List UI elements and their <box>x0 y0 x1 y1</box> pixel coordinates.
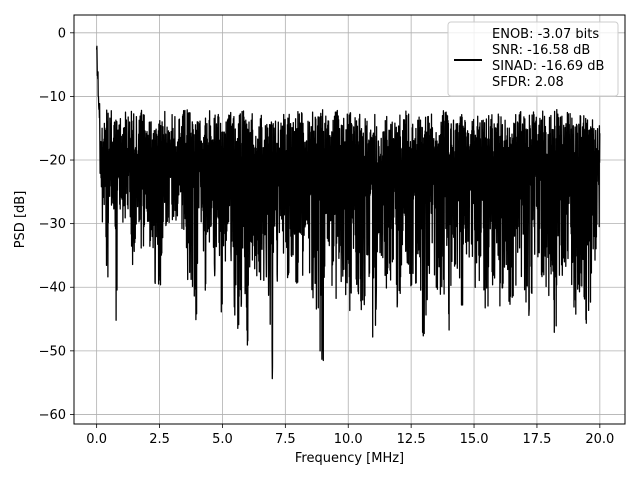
x-tick-label: 5.0 <box>212 432 233 447</box>
x-tick-label: 10.0 <box>334 432 363 447</box>
legend-snr: SNR: -16.58 dB <box>492 43 590 58</box>
y-tick-label: −60 <box>39 408 66 423</box>
legend-sinad: SINAD: -16.69 dB <box>492 59 604 74</box>
x-tick-label: 15.0 <box>460 432 489 447</box>
y-tick-label: 0 <box>58 26 66 41</box>
legend-enob: ENOB: -3.07 bits <box>492 27 599 42</box>
x-tick-label: 0.0 <box>86 432 107 447</box>
y-tick-label: −10 <box>39 90 66 105</box>
legend: ENOB: -3.07 bits SNR: -16.58 dB SINAD: -… <box>447 21 619 97</box>
legend-sfdr: SFDR: 2.08 <box>492 75 564 90</box>
y-tick-label: −50 <box>39 344 66 359</box>
x-axis-label: Frequency [MHz] <box>295 451 404 466</box>
x-tick-label: 2.5 <box>149 432 170 447</box>
y-tick-label: −40 <box>39 281 66 296</box>
y-axis-label: PSD [dB] <box>13 191 28 249</box>
y-tick-label: −30 <box>39 217 66 232</box>
legend-box <box>447 21 619 97</box>
plot-frame <box>73 14 626 425</box>
series-layer <box>95 45 601 380</box>
x-tick-label: 7.5 <box>275 432 296 447</box>
x-axis-ticks: 0.0 2.5 5.0 7.5 10.0 12.5 15.0 17.5 20.0 <box>86 424 614 447</box>
x-tick-label: 17.5 <box>522 432 551 447</box>
y-tick-label: −20 <box>39 154 66 169</box>
x-tick-label: 20.0 <box>585 432 614 447</box>
psd-series-line <box>95 45 601 380</box>
x-tick-label: 12.5 <box>397 432 426 447</box>
y-axis-ticks: 0 −10 −20 −30 −40 −50 −60 <box>39 26 74 423</box>
